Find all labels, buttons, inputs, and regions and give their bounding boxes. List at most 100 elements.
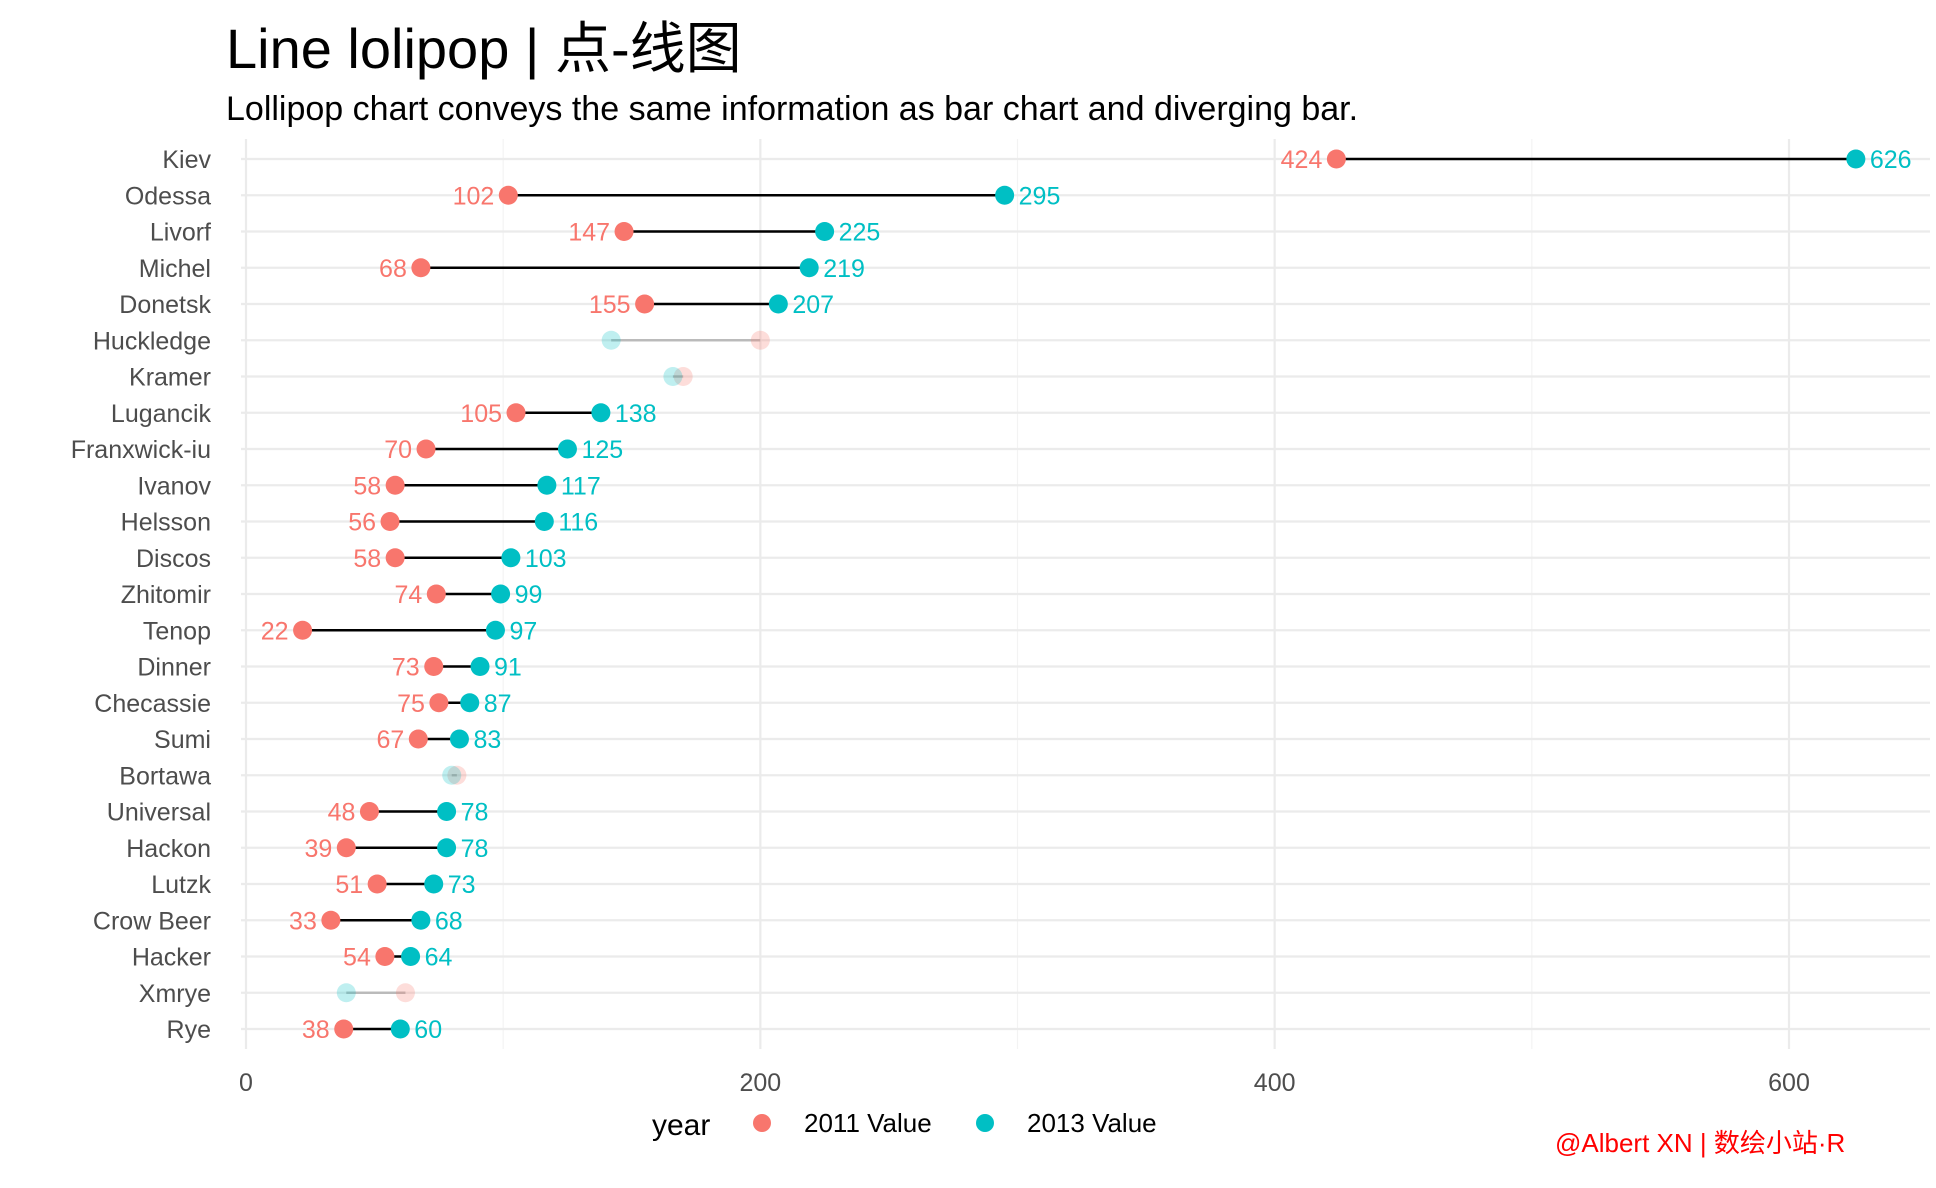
value-label-2011: 38	[302, 1016, 330, 1044]
point-2011	[750, 330, 770, 350]
point-2013	[1846, 149, 1866, 169]
legend: year 2011 Value 2013 Value	[652, 1108, 1157, 1142]
value-label-2011: 105	[460, 400, 502, 428]
value-label-2011: 74	[394, 581, 422, 609]
point-2011	[424, 657, 444, 676]
x-tick-label: 600	[1768, 1069, 1810, 1097]
value-label-2011: 33	[289, 907, 317, 935]
legend-label-2011: 2011 Value	[804, 1108, 932, 1138]
point-2011	[429, 693, 449, 713]
point-2013	[501, 548, 521, 568]
legend-item-2011: 2011 Value	[753, 1108, 932, 1138]
point-2011	[380, 512, 400, 531]
y-label-huckledge: Huckledge	[93, 327, 211, 355]
point-2011	[1326, 149, 1346, 169]
point-2013	[437, 802, 457, 821]
y-label-odessa: Odessa	[125, 182, 211, 210]
point-2013	[491, 584, 511, 604]
value-label-2013: 138	[615, 400, 657, 428]
value-label-2011: 58	[353, 545, 381, 573]
point-2013	[390, 1019, 410, 1039]
legend-key-2011	[753, 1114, 771, 1132]
point-2013	[460, 693, 480, 713]
point-2011	[395, 983, 415, 1003]
value-label-2011: 102	[453, 182, 495, 210]
value-label-2013: 219	[823, 255, 865, 283]
point-2011	[614, 222, 634, 241]
point-2011	[375, 947, 395, 966]
points	[293, 149, 1866, 1039]
value-label-2013: 87	[484, 690, 512, 718]
point-2011	[411, 258, 431, 278]
point-2011	[336, 838, 356, 858]
value-label-2013: 207	[792, 291, 834, 319]
y-label-hackon: Hackon	[126, 835, 211, 863]
value-label-2013: 97	[509, 617, 537, 645]
point-2013	[401, 947, 421, 966]
y-label-bortawa: Bortawa	[119, 762, 211, 790]
point-2013	[424, 874, 444, 894]
point-2013	[815, 222, 835, 241]
point-2011	[635, 294, 655, 314]
value-label-2011: 67	[376, 726, 404, 754]
value-label-2013: 64	[425, 944, 453, 972]
value-label-2011: 54	[343, 944, 371, 972]
y-label-tenop: Tenop	[143, 617, 211, 645]
value-label-2013: 68	[435, 907, 463, 935]
value-label-2013: 295	[1019, 182, 1061, 210]
value-label-2013: 103	[525, 545, 567, 573]
y-label-rye: Rye	[167, 1016, 211, 1044]
y-label-ivanov: Ivanov	[137, 472, 211, 500]
y-label-sumi: Sumi	[154, 726, 211, 754]
y-label-lugancik: Lugancik	[111, 400, 212, 428]
legend-title: year	[652, 1109, 710, 1142]
point-2013	[449, 729, 469, 749]
point-2011	[447, 765, 467, 785]
point-2011	[359, 802, 379, 821]
point-2013	[336, 983, 356, 1003]
point-2011	[367, 874, 387, 894]
point-2011	[498, 185, 518, 205]
point-2011	[293, 620, 313, 640]
y-label-zhitomir: Zhitomir	[121, 581, 211, 609]
y-label-discos: Discos	[136, 545, 211, 573]
value-label-2011: 70	[384, 436, 412, 464]
value-label-2011: 48	[328, 799, 356, 827]
y-label-donetsk: Donetsk	[119, 291, 211, 319]
y-label-kiev: Kiev	[162, 146, 211, 174]
value-label-2013: 117	[561, 472, 601, 500]
chart-subtitle: Lollipop chart conveys the same informat…	[226, 90, 1358, 128]
value-label-2011: 155	[589, 291, 631, 319]
point-2013	[470, 657, 490, 676]
point-2011	[506, 403, 526, 423]
value-label-2013: 116	[558, 509, 598, 537]
x-tick-label: 200	[739, 1069, 781, 1097]
value-label-2013: 225	[839, 219, 881, 247]
point-2013	[442, 765, 462, 785]
y-label-kramer: Kramer	[129, 364, 211, 392]
point-2013	[411, 910, 431, 930]
value-label-2011: 68	[379, 255, 407, 283]
point-2013	[537, 475, 557, 495]
value-label-2011: 39	[304, 835, 332, 863]
value-label-2013: 99	[515, 581, 543, 609]
value-label-2013: 83	[473, 726, 501, 754]
point-2013	[995, 185, 1015, 205]
value-label-2013: 125	[581, 436, 623, 464]
value-label-2011: 51	[335, 871, 363, 899]
point-2013	[437, 838, 457, 858]
point-2011	[385, 548, 405, 568]
point-2013	[534, 512, 554, 531]
caption: @Albert XN | 数绘小站·R	[1555, 1128, 1845, 1158]
x-tick-label: 0	[239, 1069, 253, 1097]
x-axis-ticks: 0 200 400 600	[239, 1069, 1810, 1097]
point-2011	[385, 475, 405, 495]
value-label-2011: 73	[392, 654, 420, 682]
legend-key-2013	[976, 1114, 994, 1132]
value-label-2011: 147	[568, 219, 610, 247]
y-label-livorf: Livorf	[150, 219, 211, 247]
y-label-xmrye: Xmrye	[139, 980, 211, 1008]
legend-item-2013: 2013 Value	[976, 1108, 1157, 1138]
point-2013	[557, 439, 577, 459]
